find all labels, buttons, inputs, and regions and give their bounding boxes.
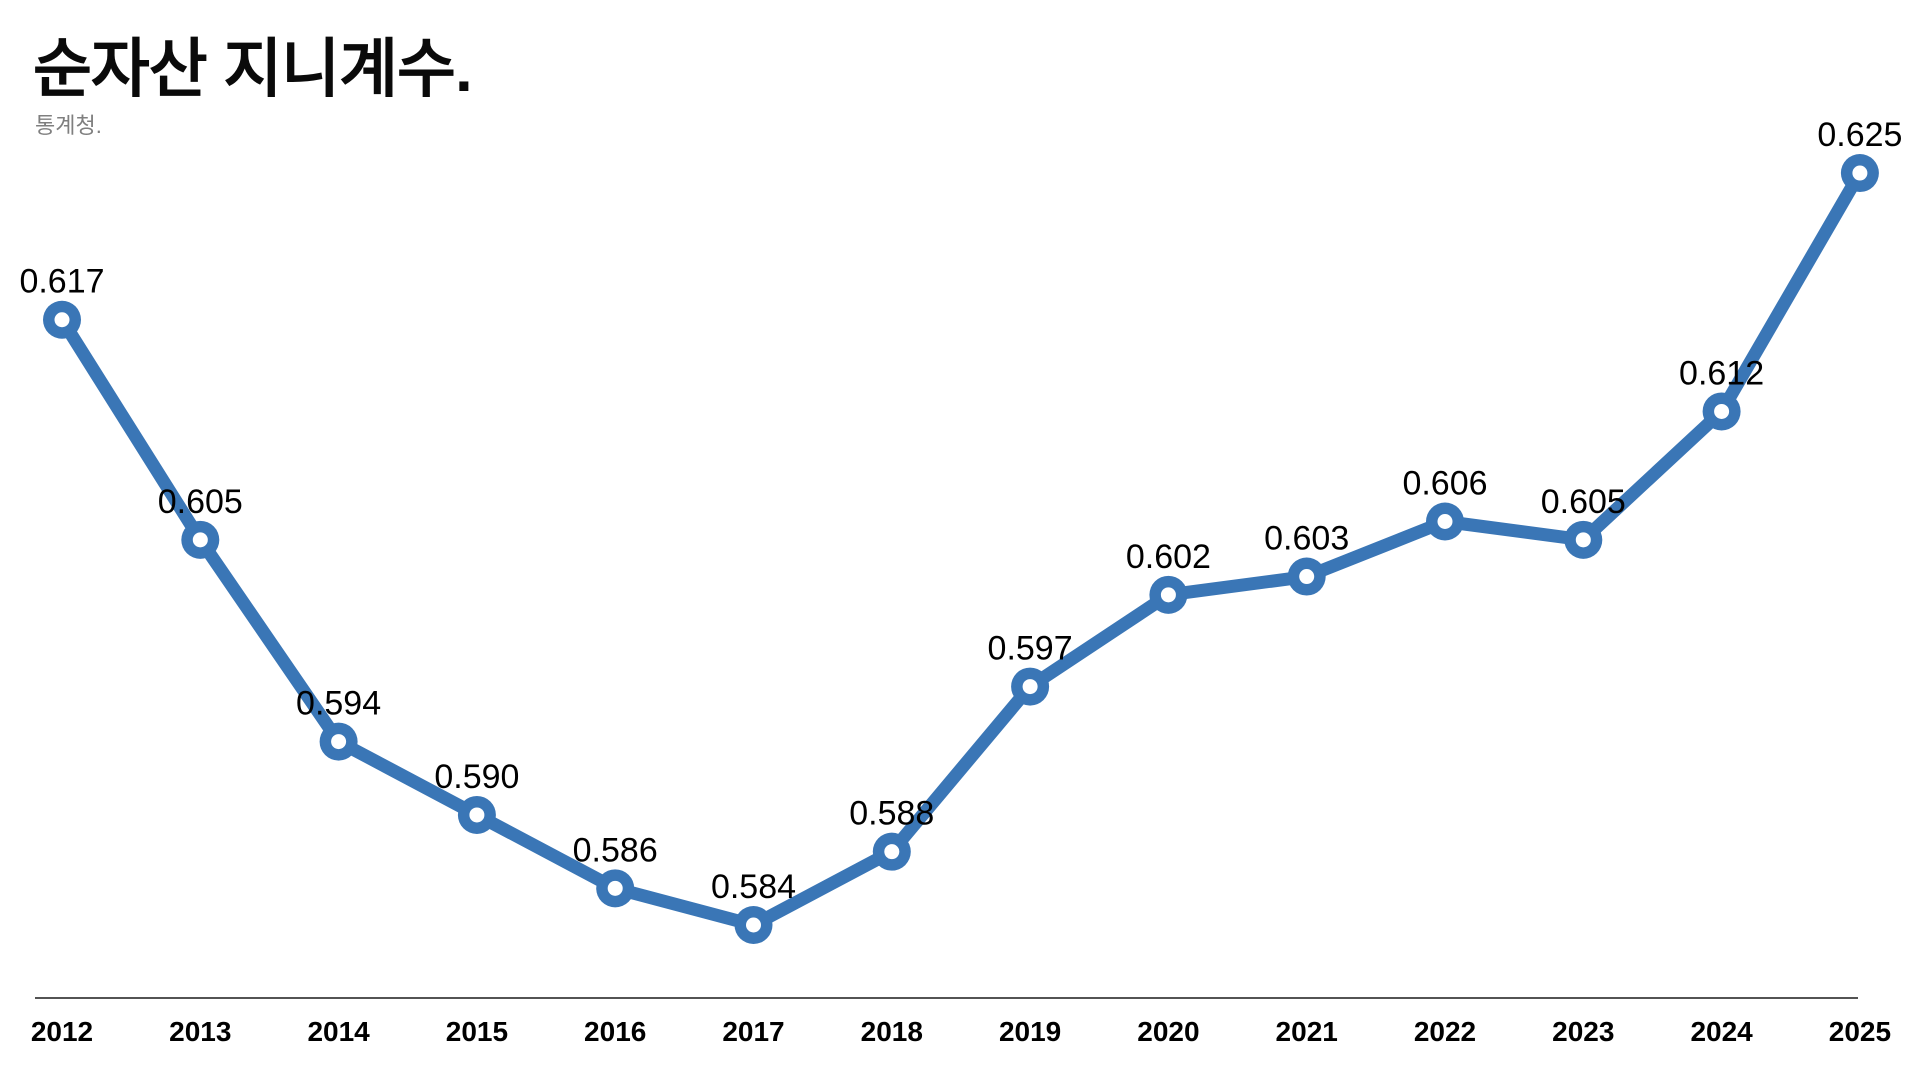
x-tick-label-2013: 2013 [169,1016,231,1047]
data-point-marker-hole-2019 [1022,679,1038,695]
series-line [55,166,1867,932]
data-point-marker-hole-2014 [331,734,347,750]
data-point-marker-hole-2012 [54,312,70,328]
data-point-label-2023: 0.605 [1541,483,1626,521]
chart-source-label: 통계청. [35,113,102,138]
x-tick-label-2023: 2023 [1552,1016,1614,1047]
data-point-label-2022: 0.606 [1402,464,1487,502]
x-tick-label-2017: 2017 [722,1016,784,1047]
data-point-marker-hole-2018 [884,844,900,860]
data-point-marker-hole-2015 [469,807,485,823]
x-tick-label-2019: 2019 [999,1016,1061,1047]
x-tick-label-2025: 2025 [1829,1016,1891,1047]
data-point-label-2014: 0.594 [296,685,381,723]
data-point-label-2020: 0.602 [1126,538,1211,576]
data-point-marker-hole-2023 [1575,532,1591,548]
chart-title: 순자산 지니계수. [33,33,473,105]
data-point-label-2025: 0.625 [1817,116,1902,154]
x-tick-label-2022: 2022 [1414,1016,1476,1047]
data-point-label-2016: 0.586 [573,831,658,869]
data-point-label-2017: 0.584 [711,868,796,906]
data-point-marker-hole-2017 [746,917,761,933]
data-point-label-2019: 0.597 [988,630,1073,668]
data-point-label-2012: 0.617 [19,263,104,301]
data-point-marker-hole-2021 [1299,569,1315,585]
data-point-label-2015: 0.590 [434,758,519,796]
data-point-label-2024: 0.612 [1679,354,1764,392]
x-tick-label-2016: 2016 [584,1016,646,1047]
data-point-label-2018: 0.588 [849,795,934,833]
x-tick-label-2024: 2024 [1690,1016,1753,1047]
data-point-marker-hole-2013 [192,532,208,548]
x-tick-label-2014: 2014 [307,1016,370,1047]
x-tick-label-2021: 2021 [1276,1016,1338,1047]
x-tick-label-2012: 2012 [31,1016,93,1047]
data-point-marker-hole-2022 [1437,513,1453,529]
data-point-marker-hole-2016 [607,880,623,896]
data-point-label-2021: 0.603 [1264,520,1349,558]
data-point-label-2013: 0.605 [158,483,243,521]
x-tick-label-2018: 2018 [861,1016,923,1047]
x-tick-label-2015: 2015 [446,1016,508,1047]
x-tick-label-2020: 2020 [1137,1016,1199,1047]
data-point-marker-hole-2024 [1714,403,1730,419]
data-point-marker-hole-2025 [1852,165,1868,181]
data-point-marker-hole-2020 [1160,587,1176,603]
